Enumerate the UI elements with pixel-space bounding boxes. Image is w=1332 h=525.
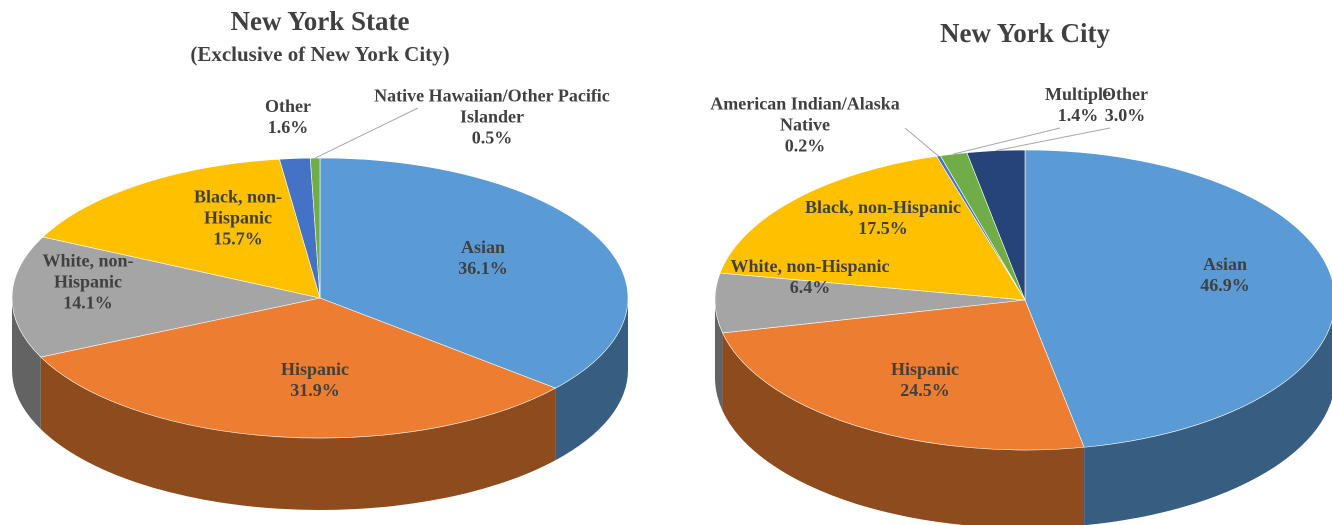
slice [40, 297, 557, 439]
slice-label: Other 3.0% [1090, 84, 1160, 126]
category-label: American Indian/Alaska Native [710, 93, 900, 135]
leader-line [995, 127, 1111, 152]
slice [722, 299, 1085, 451]
slice-label: Hispanic 24.5% [865, 359, 985, 401]
category-label: Multiple [1045, 84, 1111, 104]
slice [319, 157, 629, 389]
slice-side [1084, 320, 1332, 525]
slice-label: Asian 36.1% [423, 237, 543, 279]
slice [719, 155, 1026, 301]
value-label: 0.2% [784, 135, 826, 156]
category-label: White, non-Hispanic [730, 256, 890, 276]
category-label: Black, non-Hispanic [193, 186, 283, 228]
value-label: 1.6% [267, 117, 309, 137]
slice-label: Other 1.6% [248, 96, 328, 138]
value-label: 6.4% [789, 277, 831, 297]
chart-title: New York City [940, 18, 1110, 48]
slice [11, 236, 321, 358]
slice-label: Asian 46.9% [1165, 254, 1285, 296]
category-label: Native Hawaiian/Other Pacific Islander [374, 85, 610, 127]
category-label: Hispanic [280, 359, 350, 379]
value-label: 31.9% [290, 380, 340, 400]
leader-line [314, 107, 419, 159]
category-label: Hispanic [890, 359, 960, 379]
slice-label: Black, non-Hispanic 17.5% [773, 197, 993, 239]
category-label: Asian [460, 237, 505, 257]
slice-label: Multiple 1.4% [1033, 84, 1123, 126]
value-label: 14.1% [63, 292, 113, 313]
slice-side [12, 298, 41, 430]
slice-side [555, 298, 628, 461]
slice-label: White, non-Hispanic 14.1% [23, 251, 153, 314]
value-label: 15.7% [213, 228, 263, 249]
value-label: 24.5% [900, 380, 950, 400]
category-label: Asian [1202, 254, 1247, 274]
category-label: Other [1102, 84, 1148, 104]
value-label: 36.1% [458, 258, 508, 278]
slice [42, 158, 321, 299]
slice [1024, 149, 1332, 448]
value-label: 3.0% [1104, 105, 1146, 125]
slice [966, 149, 1026, 301]
slice-label: Hispanic 31.9% [255, 359, 375, 401]
slice-label: American Indian/Alaska Native 0.2% [695, 94, 915, 157]
value-label: 46.9% [1200, 275, 1250, 295]
value-label: 1.4% [1057, 105, 1099, 125]
category-label: Other [265, 96, 311, 116]
slice-label: Native Hawaiian/Other Pacific Islander 0.… [362, 86, 622, 149]
category-label: White, non-Hispanic [42, 250, 134, 292]
leader-line [904, 127, 939, 157]
chart-title: New York State [230, 6, 410, 36]
leader-line [953, 127, 1061, 155]
chart-subtitle: (Exclusive of New York City) [190, 42, 450, 66]
slice-side [722, 332, 1085, 525]
category-label: Black, non-Hispanic [804, 197, 962, 217]
value-label: 0.5% [471, 127, 513, 148]
slice-side [715, 300, 723, 411]
slice-label: White, non-Hispanic 6.4% [700, 256, 920, 298]
value-label: 17.5% [858, 218, 908, 238]
slice [714, 272, 1026, 334]
slice-label: Black, non-Hispanic 15.7% [183, 187, 293, 250]
slice-side [40, 357, 556, 510]
